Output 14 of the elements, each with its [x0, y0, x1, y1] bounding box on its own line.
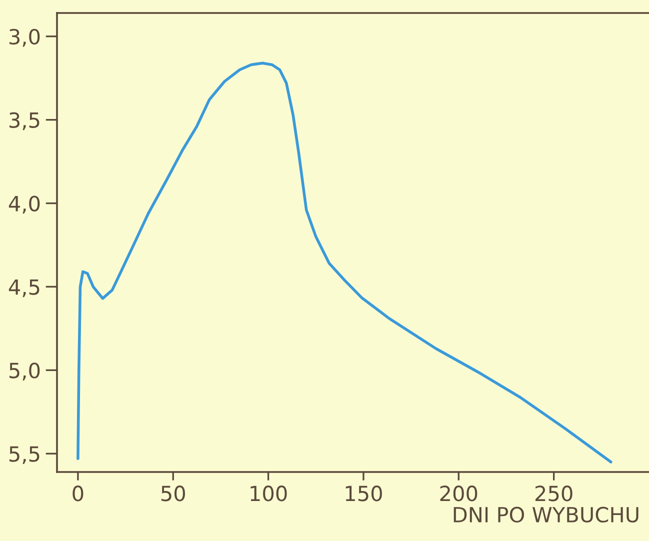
line-series [76, 62, 612, 464]
x-axis-title: DNI PO WYBUCHU [454, 506, 638, 523]
x-tick-label: 50 [161, 486, 185, 502]
y-tick-label: 4,5 [8, 279, 40, 298]
y-tick-label: 5,0 [10, 362, 40, 381]
x-tick-label: 150 [346, 486, 382, 502]
x-tick-label: 100 [250, 486, 287, 502]
y-tick-label: 4,0 [8, 196, 40, 214]
x-tick-label: 200 [440, 486, 478, 502]
y-tick-label: 5,5 [10, 446, 40, 464]
y-tick-label: 3,0 [9, 28, 40, 47]
y-tick-label: 3,5 [9, 112, 40, 130]
x-tick-label: 250 [535, 486, 572, 502]
x-tick-label: 0 [72, 486, 84, 502]
